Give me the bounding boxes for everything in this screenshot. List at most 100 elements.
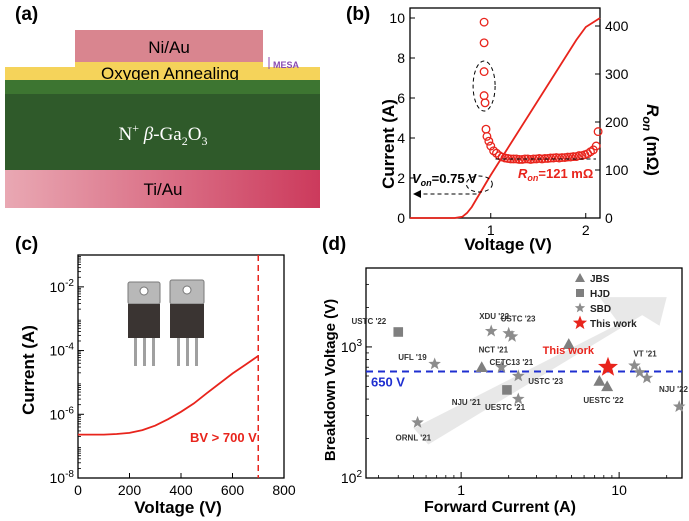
panel-d-point (640, 371, 654, 384)
panel-d-point (562, 338, 575, 349)
panel-b-ytick-right-label: 300 (605, 66, 629, 82)
panel-d-ylabel: Breakdown Voltage (V) (322, 299, 339, 461)
panel-d-point (512, 369, 525, 382)
mesa-layer (5, 80, 320, 94)
ga2o3-substrate (5, 80, 320, 170)
panel-b-ron-point (489, 146, 499, 156)
ni-au-layer (75, 30, 263, 62)
panel-d-point (475, 361, 488, 373)
panel-c-ytick-label: 10-4 (50, 342, 75, 359)
panel-b-ylabel-left: Current (A) (379, 99, 398, 189)
mesa-label: MESA (273, 60, 300, 70)
panel-b-ytick-left-label: 0 (397, 210, 405, 226)
panel-b-ron-point (479, 38, 489, 48)
panel-c: (c) 10-8 10-6 10-4 10-2 0 200 400 600 800 Curren… (15, 234, 296, 517)
panel-b-ron-highlight-ellipse (472, 60, 496, 112)
panel-b-ron-point (506, 154, 516, 164)
panel-d-point (593, 374, 606, 386)
panel-b-ron-point (557, 153, 567, 162)
device-package-photo (127, 279, 205, 366)
panel-d-point-label: USTC '23 (528, 377, 563, 386)
panel-b-xlabel: Voltage (V) (464, 235, 552, 254)
panel-b-current-curve (410, 17, 601, 219)
panel-d-xtick-label: 1 (457, 482, 465, 498)
panel-d-point-label: NJU '21 (452, 398, 482, 407)
panel-d-this-work-label: This work (543, 345, 595, 357)
panel-d-frame (365, 267, 683, 479)
panel-b-ytick-left-label: 2 (397, 170, 405, 186)
panel-d-point-label: USTC '23 (501, 314, 536, 323)
panel-b-ron-point (568, 152, 578, 162)
panel-c-ytick-label: 10-6 (50, 405, 75, 422)
von-annotation: Von=0.75 V (412, 171, 477, 188)
panel-d-point-label: ORNL '21 (396, 434, 432, 443)
panel-d-xtick-label: 10 (611, 482, 627, 498)
panel-b-ron-point (520, 154, 530, 164)
panel-d-point (495, 360, 508, 373)
panel-c-label: (c) (15, 234, 38, 255)
panel-d-650v-label: 650 V (371, 374, 405, 389)
panel-c-plot: 10-8 10-6 10-4 10-2 0 200 400 600 800 (50, 254, 296, 498)
panel-d-point-label: VT '21 (633, 350, 657, 359)
panel-c-iv-curve (78, 355, 259, 436)
panel-d-legend-label: This work (590, 319, 637, 330)
oxygen-annealing-label: Oxygen Annealing (101, 64, 239, 83)
package-2-hole (182, 285, 192, 295)
panel-d-point-label: NCT '21 (479, 346, 509, 355)
panel-d-point (411, 415, 424, 428)
panel-d-point-label: XDU '22 (479, 312, 509, 321)
panel-d-point (484, 324, 498, 337)
ti-au-layer (5, 170, 320, 208)
panel-d-point-label: UESTC '22 (583, 396, 624, 405)
panel-d-point-label: NJU '22 (659, 385, 689, 394)
panel-d-ytick-label: 103 (341, 338, 363, 355)
panel-b-ron-point (529, 154, 538, 164)
package-1-hole (139, 286, 149, 296)
panel-b-ytick-right-label: 0 (605, 210, 613, 226)
panel-d-point-label: UESTC '21 (485, 403, 526, 412)
panel-d-point (428, 357, 441, 370)
panel-d-plot: 102 103 1 10 650 V USTC '22 UFL '19 NJU '21 ORNL… (341, 267, 689, 498)
package-1-lead (143, 338, 146, 366)
panel-b-ron-point (481, 124, 491, 134)
panel-b-ytick-right-label: 400 (605, 18, 629, 34)
package-1-body (128, 304, 160, 338)
panel-b-xtick-label: 2 (582, 222, 590, 238)
panel-c-ylabel: Current (A) (19, 325, 38, 415)
panel-b-ron-point (563, 152, 573, 162)
panel-d-point (393, 327, 404, 337)
panel-a: (a) Ni/Au Oxygen Annealing MESA N+ β-Ga2… (5, 4, 320, 208)
panel-b-ytick-left-label: 8 (397, 50, 405, 66)
panel-c-ytick-label: 10-8 (50, 469, 75, 486)
panel-d-legend-marker (575, 273, 585, 282)
package-2-lead (177, 338, 180, 366)
panel-d-legend-label: HJD (590, 289, 610, 300)
panel-b-ron-point (546, 153, 556, 163)
panel-b-ron-point (479, 17, 489, 27)
ni-au-label: Ni/Au (148, 38, 190, 57)
panel-b-ron-point (482, 131, 492, 141)
panel-b-ytick-left-label: 10 (389, 10, 405, 26)
panel-b-ron-point (593, 127, 603, 137)
panel-d-point (512, 392, 525, 405)
panel-d-point (598, 356, 618, 376)
panel-d-legend-marker (576, 289, 584, 297)
package-1-lead (134, 338, 137, 366)
panel-d-point (502, 326, 515, 339)
panel-d-point-label: UFL '19 (398, 353, 427, 362)
panel-b-ylabel-right: Ron (mΩ) (640, 104, 662, 176)
panel-b-ron-point (479, 91, 489, 101)
ron-annotation: Ron=121 mΩ (518, 166, 593, 183)
panel-c-xtick-label: 0 (74, 482, 82, 498)
panel-d-legend-marker (572, 315, 588, 330)
panel-b-label: (b) (346, 4, 370, 25)
panel-b-ron-point (486, 141, 496, 151)
panel-d-legend-marker (574, 302, 586, 313)
panel-d-point-label: USTC '22 (351, 317, 386, 326)
panel-b-ron-point (480, 98, 490, 108)
panel-b-ron-point (484, 136, 494, 146)
panel-c-ytick-label: 10-2 (50, 278, 75, 295)
